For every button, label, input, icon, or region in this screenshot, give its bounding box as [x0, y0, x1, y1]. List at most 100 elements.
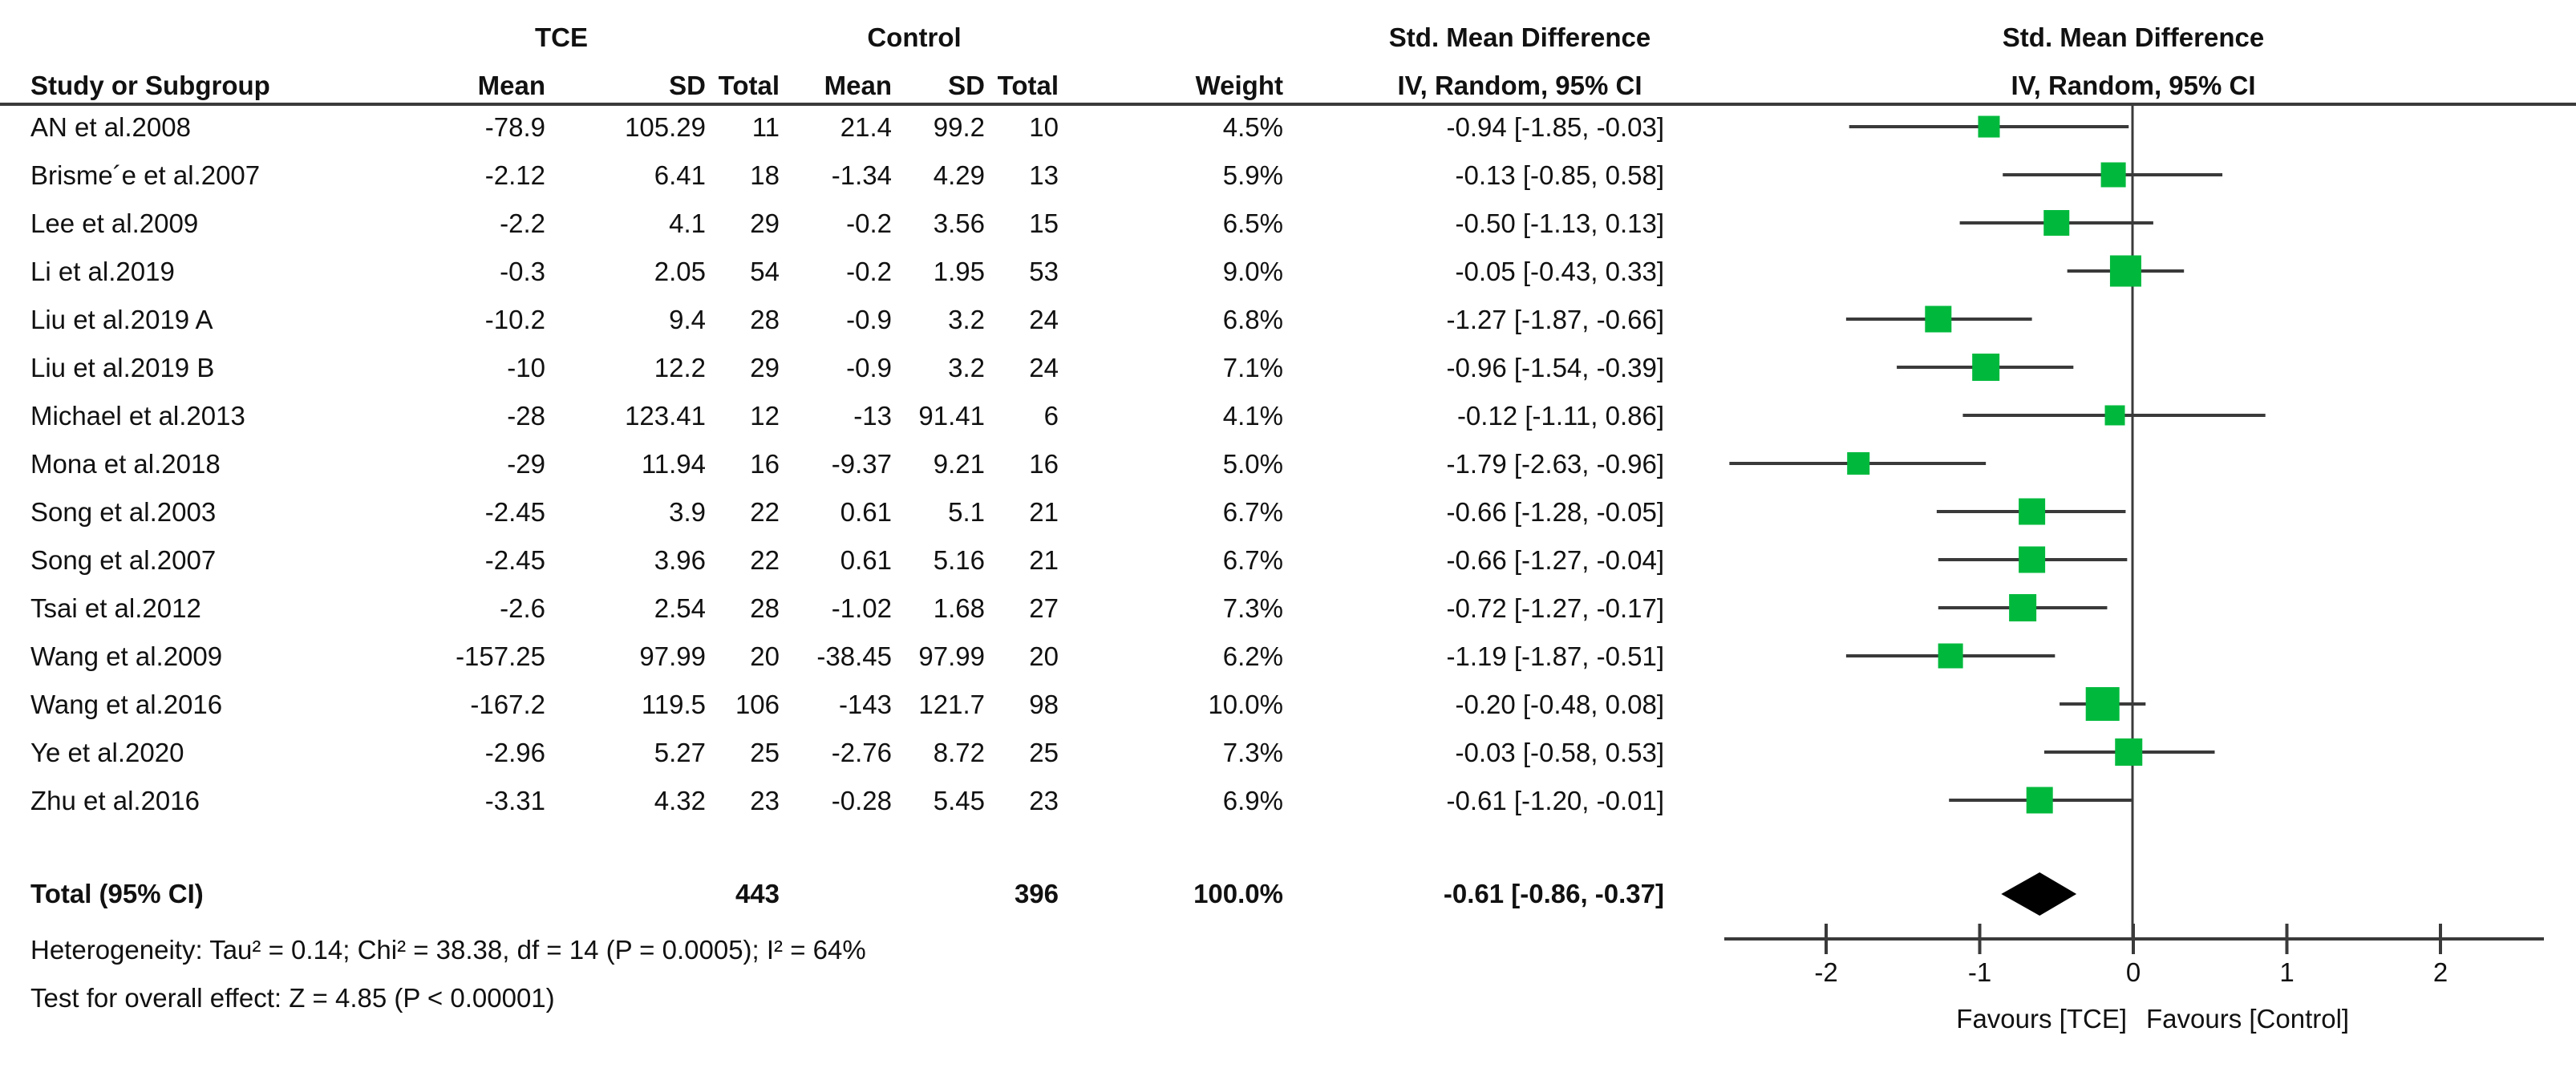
- tce-sd: 123.41: [625, 401, 706, 431]
- effect-marker: [2115, 738, 2143, 766]
- col-header-ctrl-total: Total: [997, 71, 1059, 100]
- tce-mean: -167.2: [470, 690, 545, 719]
- group-header-tce: TCE: [535, 22, 588, 52]
- effect-marker: [2009, 594, 2037, 621]
- tce-sd: 105.29: [625, 112, 706, 142]
- x-tick-label: 2: [2432, 957, 2448, 987]
- ci-value: -0.66 [-1.28, -0.05]: [1446, 497, 1665, 527]
- total-tce-n: 443: [735, 879, 780, 908]
- weight-value: 6.8%: [1222, 305, 1283, 334]
- ci-value: -0.96 [-1.54, -0.39]: [1446, 353, 1665, 382]
- tce-sd: 12.2: [654, 353, 706, 382]
- tce-total: 22: [750, 545, 780, 575]
- ctrl-sd: 5.45: [933, 786, 985, 815]
- tce-mean: -2.96: [484, 738, 545, 767]
- ctrl-sd: 99.2: [933, 112, 985, 142]
- ci-value: -1.19 [-1.87, -0.51]: [1446, 641, 1665, 671]
- tce-total: 106: [735, 690, 780, 719]
- ci-value: -1.27 [-1.87, -0.66]: [1446, 305, 1665, 334]
- study-label: Song et al.2003: [30, 497, 217, 527]
- tce-total: 28: [750, 593, 780, 623]
- ctrl-mean: -13: [853, 401, 892, 431]
- tce-sd: 9.4: [669, 305, 706, 334]
- effect-marker: [1972, 354, 2000, 381]
- col-header-ctrl-mean: Mean: [824, 71, 892, 100]
- tce-sd: 4.32: [654, 786, 706, 815]
- ctrl-total: 13: [1029, 160, 1059, 190]
- ctrl-sd: 1.68: [933, 593, 985, 623]
- tce-sd: 97.99: [639, 641, 706, 671]
- ctrl-total: 24: [1029, 305, 1059, 334]
- x-tick-label: -2: [1814, 957, 1838, 987]
- ctrl-sd: 3.56: [933, 208, 985, 238]
- tce-mean: -29: [507, 449, 545, 479]
- ctrl-sd: 5.1: [948, 497, 985, 527]
- tce-total: 22: [750, 497, 780, 527]
- effect-marker: [2043, 210, 2070, 236]
- ctrl-mean: -0.9: [846, 305, 892, 334]
- effect-header-left: Std. Mean Difference: [1388, 22, 1651, 52]
- weight-value: 4.1%: [1222, 401, 1283, 431]
- tce-sd: 4.1: [669, 208, 706, 238]
- tce-mean: -2.6: [500, 593, 545, 623]
- ctrl-total: 21: [1029, 497, 1059, 527]
- ctrl-total: 20: [1029, 641, 1059, 671]
- ctrl-total: 15: [1029, 208, 1059, 238]
- ctrl-total: 6: [1043, 401, 1059, 431]
- col-header-ci: IV, Random, 95% CI: [1397, 71, 1642, 100]
- tce-sd: 11.94: [641, 449, 706, 479]
- weight-value: 9.0%: [1222, 257, 1283, 286]
- ci-value: -0.50 [-1.13, 0.13]: [1455, 208, 1664, 238]
- ctrl-mean: 0.61: [840, 497, 892, 527]
- pooled-effect-diamond: [2001, 872, 2077, 916]
- tce-mean: -2.2: [500, 208, 545, 238]
- study-label: Tsai et al.2012: [30, 593, 201, 623]
- study-label: Lee et al.2009: [30, 208, 199, 238]
- ctrl-total: 98: [1029, 690, 1059, 719]
- tce-sd: 3.9: [669, 497, 706, 527]
- study-label: Wang et al.2009: [30, 641, 223, 671]
- effect-marker: [2085, 687, 2120, 721]
- overall-effect-text: Test for overall effect: Z = 4.85 (P < 0…: [30, 983, 555, 1013]
- ci-value: -0.20 [-0.48, 0.08]: [1455, 690, 1664, 719]
- ctrl-mean: -9.37: [831, 449, 892, 479]
- tce-total: 54: [750, 257, 780, 286]
- ctrl-mean: 0.61: [840, 545, 892, 575]
- study-label: Li et al.2019: [30, 257, 175, 286]
- col-header-tce-mean: Mean: [477, 71, 545, 100]
- ctrl-mean: -0.2: [846, 208, 892, 238]
- effect-marker: [1938, 643, 1963, 669]
- favours-control-label: Favours [Control]: [2146, 1004, 2350, 1034]
- ctrl-sd: 91.41: [918, 401, 985, 431]
- ci-value: -0.12 [-1.11, 0.86]: [1456, 401, 1664, 431]
- tce-mean: -28: [507, 401, 545, 431]
- tce-mean: -3.31: [484, 786, 545, 815]
- tce-total: 12: [750, 401, 780, 431]
- tce-mean: -0.3: [500, 257, 545, 286]
- ctrl-total: 24: [1029, 353, 1059, 382]
- tce-mean: -10.2: [484, 305, 545, 334]
- tce-total: 11: [751, 112, 780, 142]
- effect-marker: [2109, 255, 2141, 287]
- ctrl-sd: 9.21: [933, 449, 985, 479]
- ctrl-sd: 8.72: [933, 738, 985, 767]
- effect-header-right: Std. Mean Difference: [2002, 22, 2265, 52]
- effect-marker: [2019, 546, 2046, 573]
- tce-sd: 119.5: [641, 690, 706, 719]
- weight-value: 5.9%: [1222, 160, 1283, 190]
- ctrl-sd: 97.99: [918, 641, 985, 671]
- weight-value: 7.3%: [1222, 593, 1283, 623]
- ci-value: -0.94 [-1.85, -0.03]: [1446, 112, 1665, 142]
- weight-value: 6.9%: [1222, 786, 1283, 815]
- ci-value: -0.05 [-0.43, 0.33]: [1455, 257, 1664, 286]
- tce-sd: 6.41: [654, 160, 706, 190]
- tce-mean: -78.9: [484, 112, 545, 142]
- ci-value: -0.66 [-1.27, -0.04]: [1446, 545, 1665, 575]
- tce-mean: -2.45: [484, 545, 545, 575]
- tce-sd: 2.05: [654, 257, 706, 286]
- group-header-control: Control: [867, 22, 962, 52]
- ci-value: -0.13 [-0.85, 0.58]: [1455, 160, 1664, 190]
- tce-mean: -10: [507, 353, 545, 382]
- ctrl-sd: 1.95: [933, 257, 985, 286]
- weight-value: 5.0%: [1222, 449, 1283, 479]
